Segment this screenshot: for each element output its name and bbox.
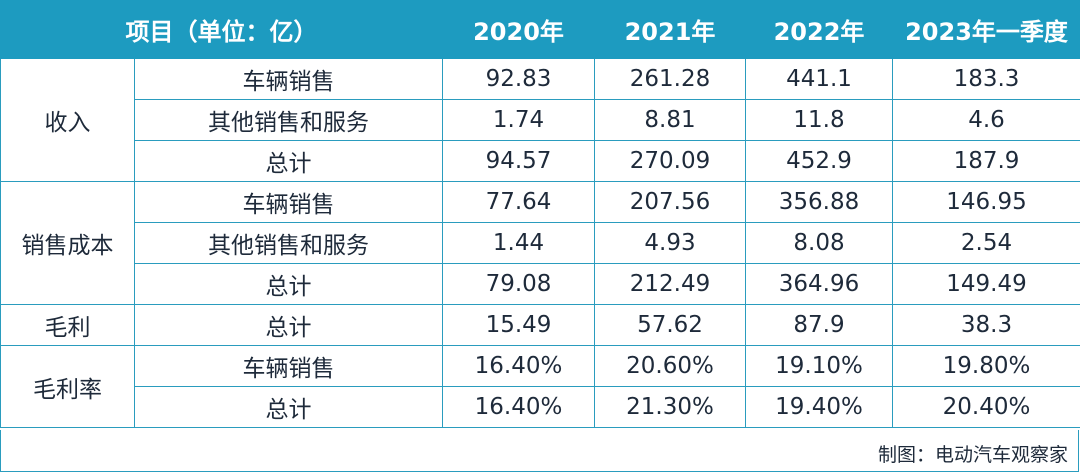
row-label: 总计 (134, 263, 443, 305)
group-label-gross-profit: 毛利 (0, 304, 135, 346)
cell: 356.88 (745, 181, 893, 223)
cell: 15.49 (442, 304, 595, 346)
cell: 1.74 (442, 99, 595, 141)
cell: 19.40% (745, 386, 893, 428)
group-label-cost: 销售成本 (0, 181, 135, 305)
header-2021: 2021年 (594, 0, 746, 59)
table-row: 销售成本 车辆销售 77.64 207.56 356.88 146.95 (0, 181, 1080, 305)
cell: 87.9 (745, 304, 893, 346)
table-row: 总计 79.08 212.49 364.96 149.49 (1, 263, 1080, 305)
cell: 187.9 (892, 140, 1080, 182)
header-row: 项目（单位：亿） 2020年 2021年 2022年 2023年一季度 (0, 0, 1080, 59)
cell: 441.1 (745, 58, 893, 100)
header-2023q1: 2023年一季度 (892, 0, 1080, 59)
table-row: 毛利 总计 15.49 57.62 87.9 38.3 (0, 304, 1080, 346)
cell: 8.08 (745, 222, 893, 264)
cell: 79.08 (442, 263, 595, 305)
cell: 2.54 (892, 222, 1080, 264)
row-label: 车辆销售 (134, 345, 443, 387)
table-row: 总计 94.57 270.09 452.9 187.9 (1, 140, 1080, 182)
financial-table: 项目（单位：亿） 2020年 2021年 2022年 2023年一季度 收入 车… (0, 0, 1080, 428)
cell: 212.49 (594, 263, 746, 305)
cell: 149.49 (892, 263, 1080, 305)
table-row: 收入 车辆销售 92.83 261.28 441.1 183.3 (0, 58, 1080, 182)
source-credit: 制图：电动汽车观察家 (877, 444, 1068, 466)
cell: 261.28 (594, 58, 746, 100)
cell: 270.09 (594, 140, 746, 182)
row-label: 总计 (134, 304, 443, 346)
table-row: 其他销售和服务 1.44 4.93 8.08 2.54 (1, 222, 1080, 264)
row-label: 其他销售和服务 (134, 222, 443, 264)
row-label: 车辆销售 (134, 58, 443, 100)
header-2022: 2022年 (745, 0, 893, 59)
cell: 57.62 (594, 304, 746, 346)
cell: 19.10% (745, 345, 893, 387)
cell: 38.3 (892, 304, 1080, 346)
cell: 94.57 (442, 140, 595, 182)
table-row: 总计 16.40% 21.30% 19.40% 20.40% (1, 386, 1080, 428)
cell: 92.83 (442, 58, 595, 100)
row-label: 车辆销售 (134, 181, 443, 223)
table-footer: 制图：电动汽车观察家 (0, 430, 1079, 472)
row-label: 总计 (134, 140, 443, 182)
cell: 20.60% (594, 345, 746, 387)
table-row: 毛利率 车辆销售 16.40% 20.60% 19.10% 19.80% (0, 345, 1080, 428)
row-label: 其他销售和服务 (134, 99, 443, 141)
cell: 207.56 (594, 181, 746, 223)
cell: 77.64 (442, 181, 595, 223)
cell: 21.30% (594, 386, 746, 428)
cell: 452.9 (745, 140, 893, 182)
cell: 19.80% (892, 345, 1080, 387)
group-label-revenue: 收入 (0, 58, 135, 182)
cell: 4.6 (892, 99, 1080, 141)
cell: 20.40% (892, 386, 1080, 428)
header-item: 项目（单位：亿） (0, 0, 443, 59)
cell: 4.93 (594, 222, 746, 264)
cell: 364.96 (745, 263, 893, 305)
cell: 16.40% (442, 386, 595, 428)
table-row: 其他销售和服务 1.74 8.81 11.8 4.6 (1, 99, 1080, 141)
cell: 11.8 (745, 99, 893, 141)
cell: 146.95 (892, 181, 1080, 223)
cell: 1.44 (442, 222, 595, 264)
cell: 16.40% (442, 345, 595, 387)
row-label: 总计 (134, 386, 443, 428)
header-2020: 2020年 (442, 0, 595, 59)
cell: 8.81 (594, 99, 746, 141)
cell: 183.3 (892, 58, 1080, 100)
group-label-gross-margin: 毛利率 (0, 345, 135, 428)
